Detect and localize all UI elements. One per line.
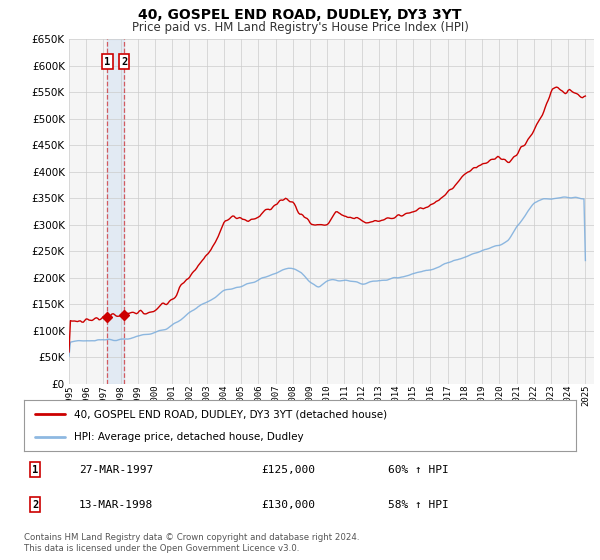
Text: Price paid vs. HM Land Registry's House Price Index (HPI): Price paid vs. HM Land Registry's House … bbox=[131, 21, 469, 34]
Text: 1: 1 bbox=[32, 465, 38, 475]
Text: £130,000: £130,000 bbox=[262, 500, 316, 510]
Text: Contains HM Land Registry data © Crown copyright and database right 2024.
This d: Contains HM Land Registry data © Crown c… bbox=[24, 533, 359, 553]
Text: 58% ↑ HPI: 58% ↑ HPI bbox=[388, 500, 449, 510]
Text: 2: 2 bbox=[121, 57, 127, 67]
Text: 2: 2 bbox=[32, 500, 38, 510]
Bar bbox=[107, 39, 124, 384]
Text: 40, GOSPEL END ROAD, DUDLEY, DY3 3YT (detached house): 40, GOSPEL END ROAD, DUDLEY, DY3 3YT (de… bbox=[74, 409, 387, 419]
Text: £125,000: £125,000 bbox=[262, 465, 316, 475]
Text: HPI: Average price, detached house, Dudley: HPI: Average price, detached house, Dudl… bbox=[74, 432, 304, 442]
Text: 60% ↑ HPI: 60% ↑ HPI bbox=[388, 465, 449, 475]
Text: 40, GOSPEL END ROAD, DUDLEY, DY3 3YT: 40, GOSPEL END ROAD, DUDLEY, DY3 3YT bbox=[138, 8, 462, 22]
Text: 1: 1 bbox=[104, 57, 110, 67]
Text: 13-MAR-1998: 13-MAR-1998 bbox=[79, 500, 154, 510]
Text: 27-MAR-1997: 27-MAR-1997 bbox=[79, 465, 154, 475]
